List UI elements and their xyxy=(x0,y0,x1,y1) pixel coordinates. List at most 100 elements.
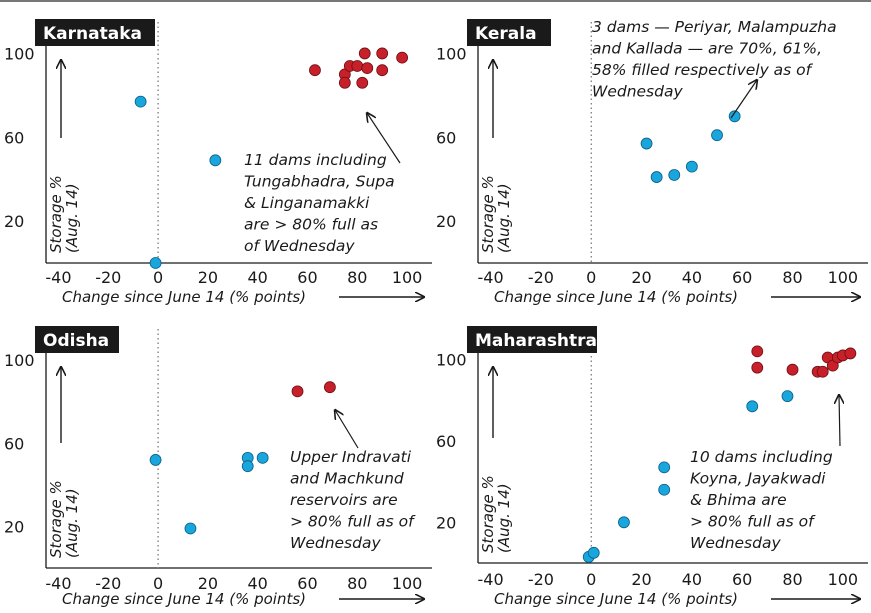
y-tick-label: 100 xyxy=(436,44,467,63)
dam-point-full xyxy=(351,60,364,72)
panel-title-box xyxy=(35,326,119,353)
dam-point-full xyxy=(358,47,371,60)
x-tick-label: 40 xyxy=(682,570,702,589)
dam-point xyxy=(650,171,663,183)
annotation-arrow xyxy=(335,410,359,449)
dam-point xyxy=(658,483,671,496)
panel-title: Karnataka xyxy=(43,24,142,44)
x-tick-label: 100 xyxy=(828,570,859,589)
y-axis-label: Storage %(Aug. 14) xyxy=(47,175,81,253)
dam-point-full xyxy=(361,62,374,75)
x-tick-label: 20 xyxy=(198,268,218,287)
x-axis-label: Change since June 14 (% points) xyxy=(62,288,306,306)
y-tick-label: 20 xyxy=(4,212,24,231)
top-rule xyxy=(0,0,871,2)
dam-point-full xyxy=(751,345,764,358)
dam-point-full xyxy=(338,76,351,89)
dam-point-full xyxy=(356,76,369,89)
x-tick-label: 0 xyxy=(153,574,163,593)
x-tick-label: 40 xyxy=(247,268,267,287)
y-tick-label: 20 xyxy=(436,212,456,231)
dam-point xyxy=(781,390,794,403)
x-tick-label: -40 xyxy=(45,574,71,593)
x-tick-label: 100 xyxy=(392,574,423,593)
dam-point xyxy=(685,160,698,173)
dam-point-full xyxy=(309,64,321,77)
x-tick-label: 80 xyxy=(347,268,367,287)
x-tick-label: -40 xyxy=(478,570,504,589)
dam-point-full xyxy=(376,47,389,60)
x-tick-label: 80 xyxy=(782,268,802,287)
annotation-text: 3 dams — Periyar, Malampuzha and Kallada … xyxy=(592,18,837,101)
dam-point xyxy=(668,169,681,181)
dam-point-full xyxy=(396,51,409,64)
dam-point xyxy=(209,154,222,167)
x-tick-label: 60 xyxy=(297,268,317,287)
x-tick-label: 40 xyxy=(682,268,702,287)
x-tick-label: 100 xyxy=(828,268,859,287)
x-tick-label: 80 xyxy=(347,574,367,593)
panel-title-box xyxy=(35,19,155,46)
x-axis-label: Change since June 14 (% points) xyxy=(494,590,738,608)
annotation-arrow xyxy=(730,80,757,119)
y-tick-label: 60 xyxy=(436,432,456,451)
x-axis-label: Change since June 14 (% points) xyxy=(62,590,306,608)
x-tick-label: 0 xyxy=(586,570,596,589)
x-tick-label: 80 xyxy=(782,570,802,589)
x-tick-label: 60 xyxy=(297,574,317,593)
x-tick-label: -40 xyxy=(45,268,71,287)
panel-title-box xyxy=(467,326,597,353)
panel-title-box xyxy=(467,19,551,46)
y-tick-label: 20 xyxy=(436,513,456,532)
dam-point xyxy=(587,546,600,559)
dam-point-full xyxy=(844,347,857,360)
panel-odisha: Odisha -40 -20 0 20 40 60 80 100 20 60 100 Storage %… xyxy=(4,326,432,608)
dam-point-full xyxy=(323,381,336,394)
panel-title: Odisha xyxy=(43,331,109,351)
panel-title: Maharashtra xyxy=(475,331,597,351)
dam-point xyxy=(149,454,162,466)
x-tick-label: 0 xyxy=(153,268,163,287)
panel-maharashtra: Maharashtra -40 -20 0 20 40 60 80 100 20 60 100 Stor… xyxy=(436,326,868,608)
dam-point xyxy=(256,451,269,464)
dam-point xyxy=(241,460,254,473)
dam-point xyxy=(728,110,741,123)
dam-point-full xyxy=(291,385,304,398)
dam-point xyxy=(134,95,147,108)
y-axis-label: Storage %(Aug. 14) xyxy=(479,175,513,253)
x-tick-label: -20 xyxy=(528,570,554,589)
x-tick-label: 20 xyxy=(631,570,651,589)
panel-karnataka: Karnataka -40 -20 0 20 40 60 80 100 20 60 100 Storag… xyxy=(4,19,432,306)
y-axis-label: Storage %(Aug. 14) xyxy=(47,480,81,558)
annotation-arrow xyxy=(839,395,840,447)
y-tick-label: 60 xyxy=(4,434,24,453)
annotation-arrow xyxy=(367,113,401,164)
y-tick-label: 100 xyxy=(4,351,35,370)
x-tick-label: -20 xyxy=(95,574,121,593)
y-axis-label: Storage %(Aug. 14) xyxy=(479,475,513,553)
x-tick-label: 0 xyxy=(586,268,596,287)
y-tick-label: 60 xyxy=(4,128,24,147)
x-tick-label: -20 xyxy=(95,268,121,287)
x-tick-label: 40 xyxy=(247,574,267,593)
annotation-text: 10 dams including Koyna, Jayakwadi & Bhima… xyxy=(690,448,833,552)
x-tick-label: 60 xyxy=(732,570,752,589)
dam-point xyxy=(149,257,162,269)
x-tick-label: 60 xyxy=(732,268,752,287)
y-tick-label: 100 xyxy=(436,351,467,370)
annotation-text: Upper Indravati and Machkund reservoirs ar… xyxy=(290,448,416,552)
x-tick-label: 20 xyxy=(198,574,218,593)
x-axis-label: Change since June 14 (% points) xyxy=(494,288,738,306)
panel-kerala: Kerala -40 -20 0 20 40 60 80 100 20 60 100 Storage %… xyxy=(436,18,868,306)
dam-point xyxy=(711,129,723,142)
annotation-text: 11 dams including Tungabhadra, Supa & Ling… xyxy=(244,151,395,255)
x-tick-label: -40 xyxy=(478,268,504,287)
y-tick-label: 60 xyxy=(436,128,456,147)
y-tick-label: 20 xyxy=(4,517,24,536)
dam-point xyxy=(658,461,671,474)
dam-point xyxy=(618,516,630,529)
x-tick-label: 20 xyxy=(631,268,651,287)
x-tick-label: -20 xyxy=(528,268,554,287)
y-tick-label: 100 xyxy=(4,44,35,63)
